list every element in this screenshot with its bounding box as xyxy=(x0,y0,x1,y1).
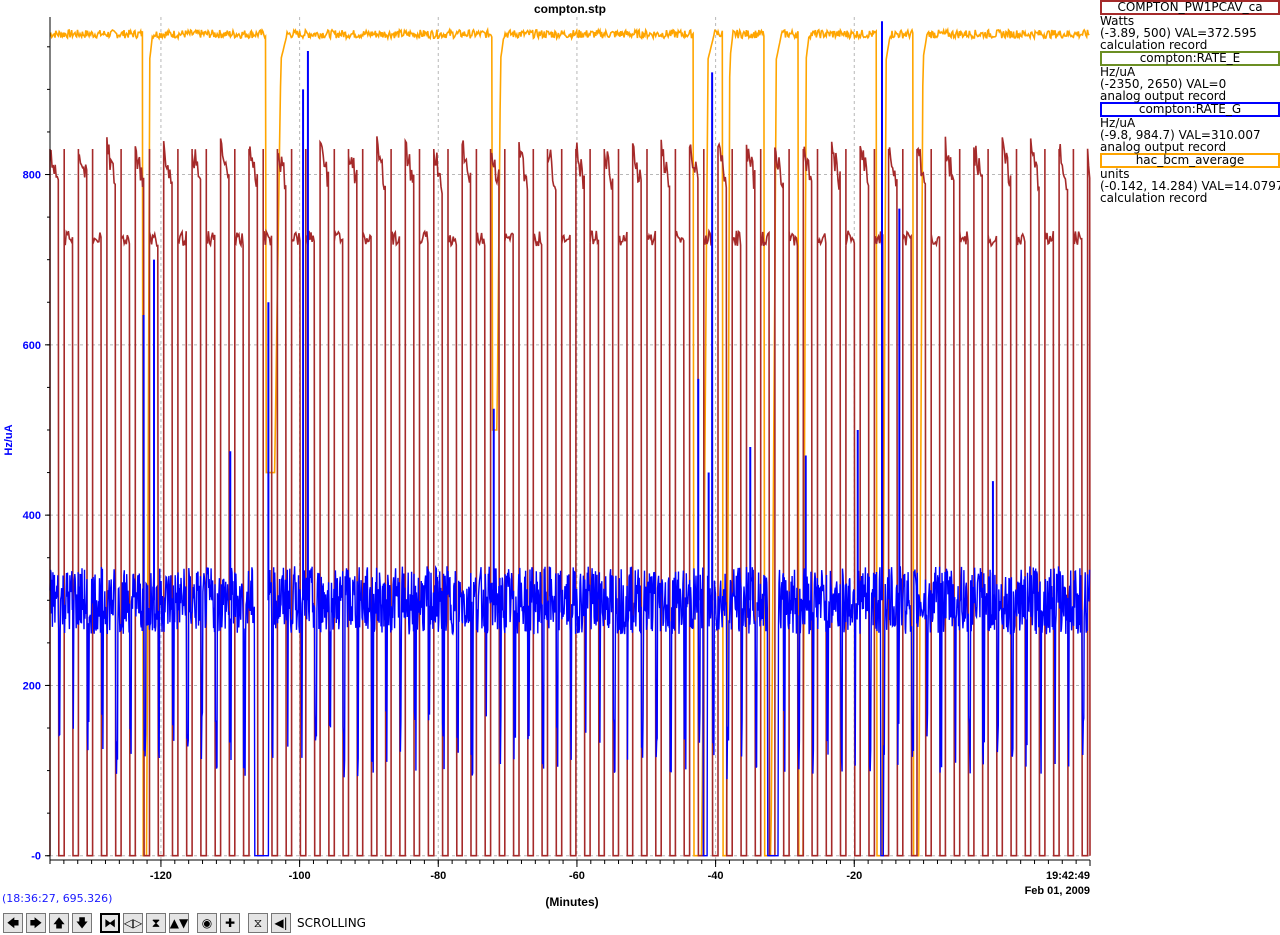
zoom-out-y-button[interactable]: ▲▼ xyxy=(169,913,189,933)
add-pv-button[interactable]: ✚ xyxy=(220,913,240,933)
legend-record-type: analog output record xyxy=(1100,140,1227,154)
pan-up-button[interactable]: 🡅 xyxy=(49,913,69,933)
legend-record-type: analog output record xyxy=(1100,89,1227,103)
legend-pv-name[interactable]: compton:RATE_G xyxy=(1100,102,1280,117)
legend-units: units xyxy=(1100,167,1130,181)
x-tick-label-1: -100 xyxy=(289,870,311,882)
legend-record-type: calculation record xyxy=(1100,38,1208,52)
legend: COMPTON_PW1PCAV_ca Watts (-3.89, 500) VAL=… xyxy=(1096,0,1280,204)
end-date-label: Feb 01, 2009 xyxy=(1025,885,1090,897)
series-compton-pw1pcav-line xyxy=(49,136,1091,857)
zoom-in-x-button[interactable]: ⧓ xyxy=(100,913,120,933)
legend-range: (-2350, 2650) VAL=0 xyxy=(1100,77,1227,91)
legend-units: Watts xyxy=(1100,14,1135,28)
y-axis-label: Hz/uA xyxy=(3,424,15,455)
scroll-button[interactable]: ◀| xyxy=(271,913,291,933)
zoom-in-y-button[interactable]: ⧗ xyxy=(146,913,166,933)
legend-entry: compton:RATE_E Hz/uA (-2350, 2650) VAL=0 an… xyxy=(1096,51,1280,102)
scroll-mode-label: SCROLLING xyxy=(297,916,366,930)
x-axis-label: (Minutes) xyxy=(545,895,598,909)
series-compton-rate-g-line xyxy=(49,565,1091,857)
x-tick-label-4: -40 xyxy=(708,870,724,882)
legend-pv-name[interactable]: hac_bcm_average xyxy=(1100,153,1280,168)
chart-title: compton.stp xyxy=(534,2,606,16)
legend-entry: compton:RATE_G Hz/uA (-9.8, 984.7) VAL=310… xyxy=(1096,102,1280,153)
toolbar: 🡄 🡆 🡅 🡇 ⧓ ◁▷ ⧗ ▲▼ ◉ ✚ ⧖ ◀| SCROLLING xyxy=(0,911,1280,935)
zoom-out-x-button[interactable]: ◁▷ xyxy=(123,913,143,933)
pan-down-button[interactable]: 🡇 xyxy=(72,913,92,933)
legend-range: (-9.8, 984.7) VAL=310.007 xyxy=(1100,128,1261,142)
x-tick-label-2: -80 xyxy=(430,870,446,882)
x-tick-label-5: -20 xyxy=(846,870,862,882)
legend-units: Hz/uA xyxy=(1100,65,1136,79)
end-time-label: 19:42:49 xyxy=(1046,870,1090,882)
cursor-coordinate-readout: (18:36:27, 695.326) xyxy=(2,892,113,905)
legend-units: Hz/uA xyxy=(1100,116,1136,130)
pan-left-button[interactable]: 🡄 xyxy=(3,913,23,933)
pan-right-button[interactable]: 🡆 xyxy=(26,913,46,933)
legend-entry: COMPTON_PW1PCAV_ca Watts (-3.89, 500) VAL=… xyxy=(1096,0,1280,51)
x-tick-label-0: -120 xyxy=(150,870,172,882)
x-tick-label-3: -60 xyxy=(569,870,585,882)
legend-pv-name[interactable]: compton:RATE_E xyxy=(1100,51,1280,66)
legend-record-type: calculation record xyxy=(1100,191,1208,205)
legend-pv-name[interactable]: COMPTON_PW1PCAV_ca xyxy=(1100,0,1280,15)
legend-entry: hac_bcm_average units (-0.142, 14.284) VAL… xyxy=(1096,153,1280,204)
y-tick-label-3: 600 xyxy=(23,340,41,352)
graph-mode-button[interactable]: ⧖ xyxy=(248,913,268,933)
auto-scale-button[interactable]: ◉ xyxy=(197,913,217,933)
y-tick-label-4: 800 xyxy=(23,170,41,182)
y-tick-label-0: -0 xyxy=(31,851,41,863)
axes: -120 -100 -80 -60 -40 -20 -0 200 400 600 800 xyxy=(23,17,1091,882)
plot-traces xyxy=(49,21,1091,857)
y-tick-label-1: 200 xyxy=(23,680,41,692)
legend-range: (-3.89, 500) VAL=372.595 xyxy=(1100,26,1257,40)
legend-range: (-0.142, 14.284) VAL=14.0797 xyxy=(1100,179,1280,193)
y-tick-label-2: 400 xyxy=(23,510,41,522)
